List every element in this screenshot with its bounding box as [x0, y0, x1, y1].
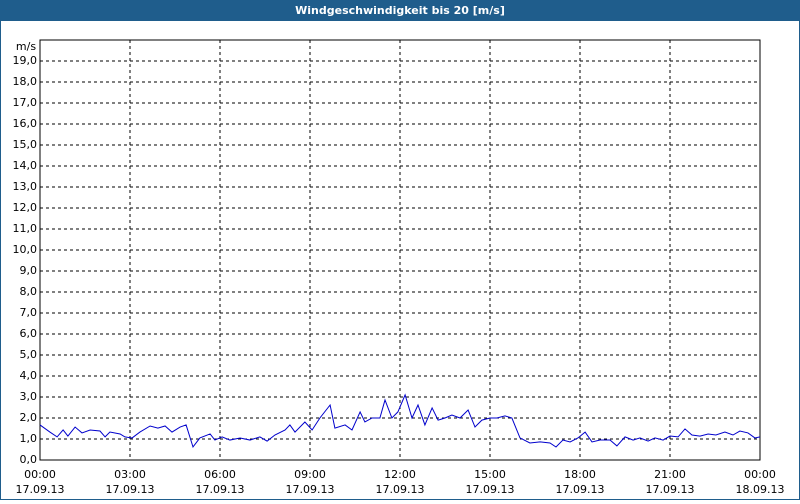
x-tick-label: 00:00 [24, 468, 56, 481]
x-tick-label: 09:00 [294, 468, 326, 481]
data-line [39, 393, 761, 449]
x-tick-date: 17.09.13 [646, 483, 695, 496]
y-tick-label: 3,0 [20, 390, 38, 403]
x-tick-date: 17.09.13 [16, 483, 65, 496]
x-tick-label: 12:00 [384, 468, 416, 481]
plot-frame [39, 39, 761, 461]
x-tick-date: 17.09.13 [376, 483, 425, 496]
x-tick-label: 18:00 [564, 468, 596, 481]
y-tick-label: 5,0 [20, 348, 38, 361]
y-tick-label: 4,0 [20, 369, 38, 382]
x-tick-date: 17.09.13 [286, 483, 335, 496]
x-tick-date: 17.09.13 [466, 483, 515, 496]
x-tick-date: 17.09.13 [106, 483, 155, 496]
y-tick-label: 7,0 [20, 306, 38, 319]
y-tick-label: 1,0 [20, 432, 38, 445]
y-tick-label: 18,0 [13, 75, 38, 88]
x-tick-date: 18.09.13 [736, 483, 785, 496]
y-tick-label: 16,0 [13, 117, 38, 130]
y-tick-label: 15,0 [13, 138, 38, 151]
x-tick-date: 17.09.13 [556, 483, 605, 496]
x-tick-date: 17.09.13 [196, 483, 245, 496]
y-tick-label: 17,0 [13, 96, 38, 109]
chart-title: Windgeschwindigkeit bis 20 [m/s] [295, 4, 505, 17]
y-tick-label: 6,0 [20, 327, 38, 340]
y-tick-label: 11,0 [13, 222, 38, 235]
title-bar [0, 0, 800, 21]
x-tick-label: 06:00 [204, 468, 236, 481]
y-tick-label: 0,0 [20, 453, 38, 466]
x-tick-label: 15:00 [474, 468, 506, 481]
y-tick-label: 8,0 [20, 285, 38, 298]
y-axis-label: m/s [16, 40, 36, 53]
y-tick-label: 12,0 [13, 201, 38, 214]
y-tick-label: 13,0 [13, 180, 38, 193]
y-tick-label: 10,0 [13, 243, 38, 256]
x-tick-label: 00:00 [744, 468, 776, 481]
y-tick-label: 9,0 [20, 264, 38, 277]
y-tick-label: 14,0 [13, 159, 38, 172]
y-tick-label: 19,0 [13, 54, 38, 67]
x-tick-label: 03:00 [114, 468, 146, 481]
x-tick-label: 21:00 [654, 468, 686, 481]
y-tick-label: 2,0 [20, 411, 38, 424]
